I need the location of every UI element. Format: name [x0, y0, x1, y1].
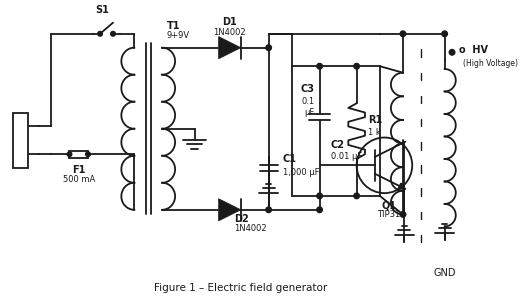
Text: D1: D1 [223, 17, 237, 27]
Text: 0.1: 0.1 [302, 97, 315, 106]
Text: 1N4002: 1N4002 [235, 224, 267, 233]
Circle shape [86, 152, 90, 156]
Text: C2: C2 [331, 140, 345, 150]
Circle shape [449, 50, 455, 55]
Circle shape [400, 31, 406, 37]
Circle shape [111, 31, 115, 36]
Text: o  HV: o HV [460, 45, 488, 55]
Text: TIP31: TIP31 [378, 210, 401, 219]
Polygon shape [218, 199, 241, 221]
Circle shape [317, 207, 322, 213]
Text: 1,000 μF: 1,000 μF [282, 168, 319, 177]
Text: C3: C3 [301, 84, 315, 94]
Text: T1: T1 [167, 21, 180, 31]
Polygon shape [218, 37, 241, 59]
Text: C1: C1 [282, 154, 296, 164]
Circle shape [354, 193, 359, 199]
Polygon shape [398, 183, 405, 189]
Bar [13, 112, 28, 168]
Text: 1 k: 1 k [368, 128, 381, 137]
Text: 1N4002: 1N4002 [213, 27, 246, 37]
Text: R1: R1 [368, 115, 382, 125]
Circle shape [354, 63, 359, 69]
Text: Q1: Q1 [382, 201, 397, 211]
Circle shape [67, 152, 72, 156]
Circle shape [266, 45, 271, 51]
Text: Figure 1 – Electric field generator: Figure 1 – Electric field generator [154, 283, 328, 293]
Bar [292, 66, 380, 196]
Text: GND: GND [433, 268, 456, 278]
Circle shape [98, 31, 102, 36]
Circle shape [317, 63, 322, 69]
Text: (High Voltage): (High Voltage) [463, 59, 518, 68]
Text: 9+9V: 9+9V [167, 31, 190, 40]
Text: S1: S1 [95, 5, 109, 15]
Text: μF: μF [305, 108, 315, 117]
Circle shape [317, 193, 322, 199]
Circle shape [400, 212, 406, 217]
Circle shape [266, 207, 271, 213]
Text: D2: D2 [235, 214, 249, 225]
Text: F1: F1 [72, 165, 85, 175]
Text: 0.01 μF: 0.01 μF [331, 152, 362, 161]
Circle shape [442, 31, 447, 37]
Bar [70, 151, 88, 158]
Text: 500 mA: 500 mA [62, 175, 95, 184]
